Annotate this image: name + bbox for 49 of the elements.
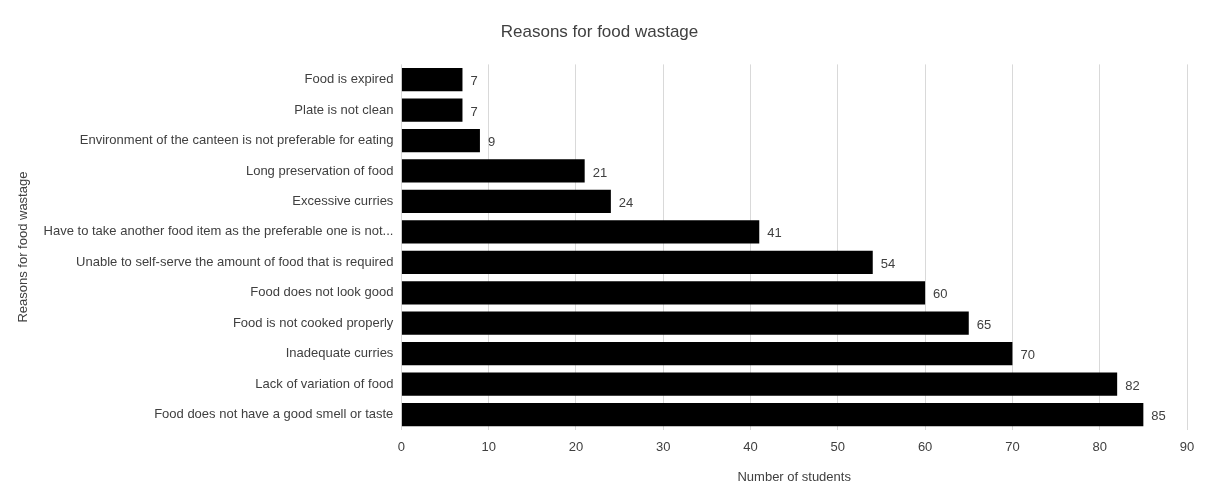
y-tick-label: Lack of variation of food: [255, 375, 394, 391]
x-tick-label: 70: [1005, 439, 1020, 455]
x-tick-label: 80: [1092, 439, 1107, 455]
bar: [401, 159, 585, 183]
y-tick-label: Food is expired: [304, 71, 394, 87]
y-tick-label: Have to take another food item as the preferable one is not...: [43, 223, 394, 239]
data-label: 60: [933, 286, 948, 302]
bar: [401, 402, 1144, 427]
y-tick-label: Unable to self-serve the amount of food that is required: [76, 253, 394, 269]
y-tick-label: Food does not have a good smell or taste: [154, 406, 394, 422]
data-label: 82: [1125, 377, 1140, 393]
bar: [401, 342, 1013, 366]
x-tick-label: 10: [481, 439, 496, 455]
y-tick-label: Environment of the canteen is not preferable for eating: [79, 132, 394, 148]
bar: [401, 250, 873, 274]
x-tick-label: 40: [743, 439, 758, 455]
x-axis-title: Number of students: [737, 468, 852, 484]
x-tick-label: 0: [397, 439, 405, 455]
chart-title: Reasons for food wastage: [500, 21, 699, 41]
y-tick-label: Plate is not clean: [294, 101, 394, 117]
data-label: 9: [487, 134, 496, 150]
x-tick-label: 90: [1179, 439, 1195, 455]
y-tick-label: Long preservation of food: [245, 162, 394, 178]
y-tick-label: Food does not look good: [250, 284, 394, 300]
data-label: 7: [470, 103, 478, 119]
y-axis-title: Reasons for food wastage: [15, 171, 31, 323]
data-label: 54: [880, 255, 896, 271]
bar: [401, 98, 463, 122]
data-label: 70: [1020, 347, 1035, 363]
data-label: 21: [592, 164, 608, 180]
data-label: 24: [618, 195, 634, 210]
y-tick-label: Excessive curries: [292, 193, 394, 208]
x-tick-label: 60: [917, 439, 933, 455]
data-label: 65: [976, 316, 992, 332]
bar: [401, 189, 611, 214]
bar: [401, 372, 1118, 396]
data-label: 85: [1151, 408, 1166, 424]
x-tick-label: 20: [568, 439, 584, 455]
data-label: 7: [470, 73, 478, 89]
x-tick-label: 30: [656, 439, 671, 455]
y-tick-label: Food is not cooked properly: [232, 314, 394, 330]
data-label: 41: [767, 225, 782, 241]
bar: [401, 220, 760, 244]
bar: [401, 128, 480, 153]
y-tick-label: Inadequate curries: [285, 345, 394, 361]
bar: [401, 67, 463, 92]
bar: [401, 281, 926, 305]
x-tick-label: 50: [830, 439, 846, 455]
bar: [401, 311, 969, 335]
